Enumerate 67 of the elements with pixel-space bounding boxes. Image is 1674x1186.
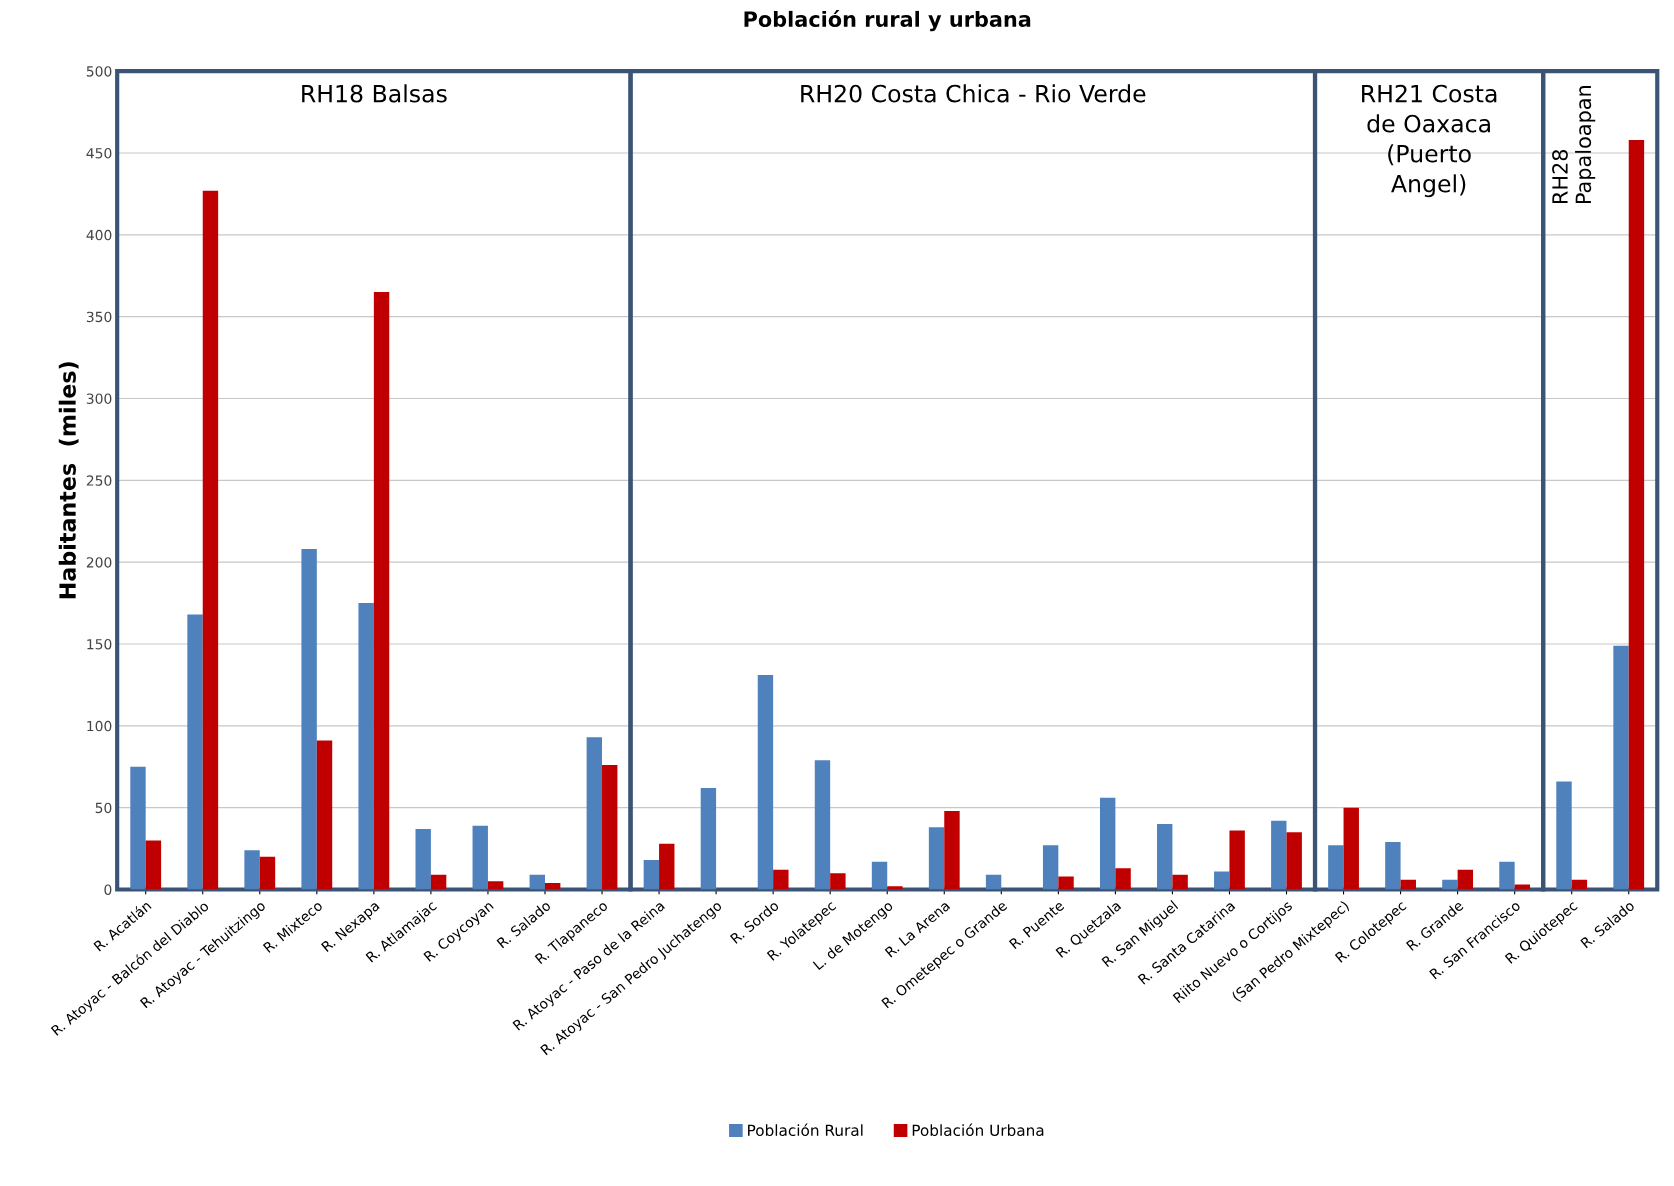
bar — [145, 840, 162, 890]
y-tick-label: 350 — [86, 311, 112, 323]
bar — [1286, 832, 1302, 890]
bar — [871, 861, 888, 890]
bar — [1271, 820, 1287, 890]
bar — [373, 292, 390, 890]
y-tick-label: 250 — [86, 475, 112, 486]
y-tick-label: 0 — [104, 884, 112, 895]
bar — [1099, 797, 1116, 890]
bar — [1115, 868, 1131, 890]
bar — [773, 869, 789, 890]
bar — [1556, 781, 1572, 890]
bar — [244, 850, 260, 890]
bar — [1613, 645, 1629, 890]
bar — [830, 873, 846, 890]
annotation: RH20 Costa Chica - Rio Verde — [801, 84, 1146, 103]
bar — [358, 603, 374, 890]
bar — [1457, 869, 1474, 890]
bar — [1628, 139, 1645, 890]
bar — [814, 760, 831, 890]
bar — [700, 788, 717, 890]
bar — [415, 828, 431, 890]
chart-title: Población rural y urbana — [744, 10, 1031, 32]
bar — [472, 825, 488, 890]
bar — [602, 765, 618, 890]
bar — [643, 860, 660, 890]
annotation: RH21 Costa de Oaxaca (Puerto Angel) — [1362, 84, 1497, 198]
bar — [430, 874, 447, 890]
bar — [985, 874, 1002, 890]
y-axis-title: Habitantes (miles) — [58, 362, 79, 599]
annotation: RH18 Balsas — [302, 84, 447, 103]
bar — [586, 737, 603, 890]
bar — [1229, 830, 1245, 890]
bar — [487, 881, 504, 890]
bar — [1442, 879, 1458, 890]
bar — [1058, 876, 1074, 890]
bar — [757, 675, 774, 890]
y-tick-label: 150 — [87, 638, 112, 650]
bar — [1385, 842, 1401, 890]
bar — [301, 549, 317, 890]
bar — [130, 766, 146, 890]
bar — [187, 614, 203, 890]
annotation: RH28 Papaloapan — [1552, 86, 1596, 204]
y-tick-label: 500 — [86, 66, 112, 77]
bar — [1214, 871, 1230, 890]
bar — [1042, 845, 1059, 890]
bar — [928, 827, 945, 890]
bar — [1328, 845, 1344, 890]
bar — [1343, 807, 1359, 890]
bar — [887, 886, 903, 890]
y-tick-label: 200 — [86, 557, 112, 568]
bar — [944, 810, 960, 890]
y-tick-label: 50 — [95, 802, 112, 814]
bar — [659, 843, 675, 890]
bar — [316, 740, 333, 890]
y-tick-label: 300 — [86, 393, 112, 404]
bar — [202, 190, 219, 890]
bar — [259, 856, 276, 890]
bar — [1172, 874, 1188, 890]
y-tick-label: 400 — [86, 229, 112, 241]
bar — [529, 874, 545, 890]
legend-label: Población Rural — [748, 1123, 863, 1137]
y-tick-label: 450 — [86, 147, 112, 159]
bar — [1157, 824, 1173, 890]
bar — [1499, 861, 1515, 890]
y-tick-label: 100 — [87, 720, 112, 732]
legend-label: Población Urbana — [912, 1123, 1044, 1137]
